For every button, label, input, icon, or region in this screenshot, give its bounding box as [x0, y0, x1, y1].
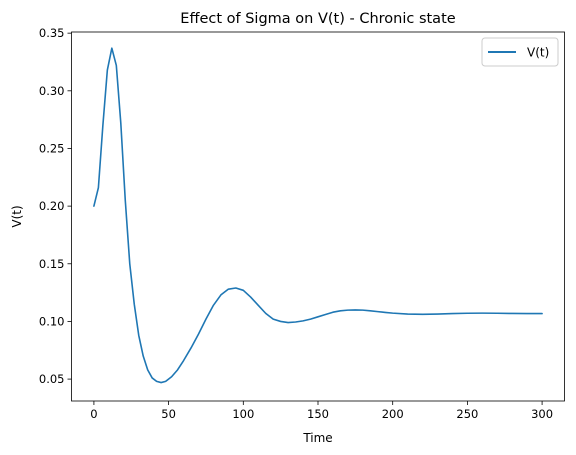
y-tick-label: 0.10: [39, 314, 65, 328]
x-axis-ticks: 0 50 100 150 200 250 300: [90, 401, 553, 421]
x-tick-label: 0: [90, 407, 97, 421]
x-tick-label: 300: [531, 407, 553, 421]
legend-label: V(t): [527, 46, 549, 60]
x-tick-label: 150: [307, 407, 329, 421]
x-tick-label: 100: [232, 407, 254, 421]
y-tick-label: 0.15: [39, 257, 65, 271]
legend: V(t): [481, 37, 559, 67]
y-tick-label: 0.35: [39, 26, 65, 40]
y-tick-label: 0.20: [39, 199, 65, 213]
plot-area: [71, 32, 565, 401]
y-tick-label: 0.25: [39, 141, 65, 155]
legend-box: [481, 37, 559, 67]
series-layer: [93, 47, 543, 384]
x-tick-label: 250: [456, 407, 478, 421]
chart-title: Effect of Sigma on V(t) - Chronic state: [180, 11, 455, 27]
x-axis-label: Time: [302, 431, 332, 445]
y-tick-label: 0.05: [39, 372, 65, 386]
y-axis-label: V(t): [10, 205, 24, 227]
x-tick-label: 200: [382, 407, 404, 421]
y-axis-ticks: 0.05 0.10 0.15 0.20 0.25 0.30 0.35: [39, 26, 72, 386]
series-line-0: [93, 47, 543, 384]
y-tick-label: 0.30: [39, 84, 65, 98]
x-tick-label: 50: [161, 407, 176, 421]
